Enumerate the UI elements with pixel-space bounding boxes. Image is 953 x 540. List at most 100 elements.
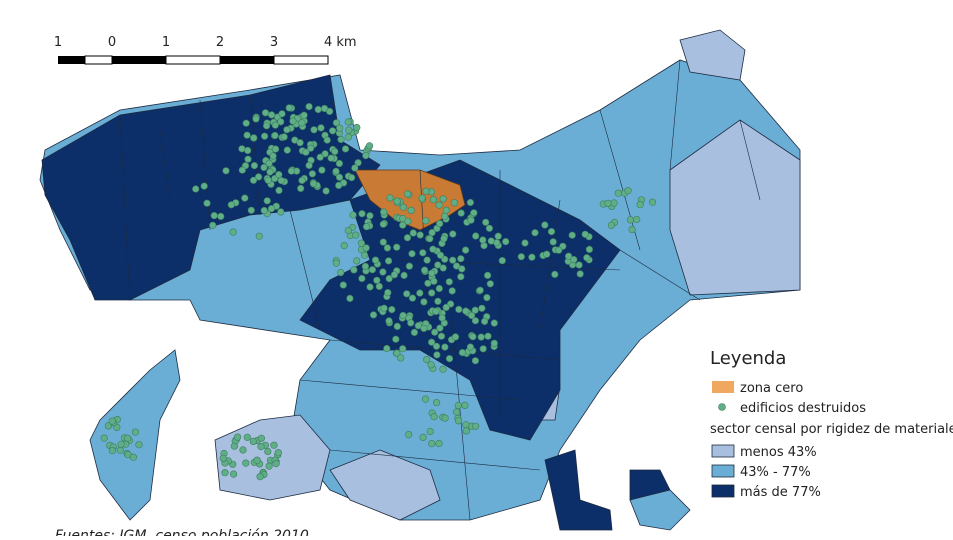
building-dot (392, 335, 400, 343)
building-dot (203, 199, 211, 207)
building-dot (272, 460, 280, 468)
building-dot (362, 244, 370, 252)
building-dot (440, 235, 448, 243)
tract-area (299, 159, 621, 441)
building-dot (345, 126, 353, 134)
building-dot (283, 126, 291, 134)
tract-area (679, 29, 746, 81)
building-dot (502, 238, 510, 246)
building-dot (442, 303, 450, 312)
building-dot (108, 417, 116, 425)
building-dot (449, 256, 457, 264)
building-dot (100, 434, 108, 442)
building-dot (268, 111, 276, 119)
building-dot (239, 446, 247, 454)
scale-segment (165, 55, 221, 65)
legend-swatch (711, 464, 735, 478)
building-dot (435, 439, 443, 448)
building-dot (472, 422, 480, 430)
building-dot (329, 127, 337, 135)
legend-swatch (711, 444, 735, 458)
building-dot (277, 177, 285, 185)
building-dot (219, 454, 227, 462)
building-dot (353, 257, 361, 265)
building-dot (361, 262, 370, 271)
building-dot (221, 469, 229, 477)
building-dot (269, 152, 277, 160)
building-dot (263, 122, 271, 130)
building-dot (331, 147, 339, 156)
building-dot (543, 250, 551, 258)
building-dot (432, 342, 441, 350)
building-dot (352, 231, 360, 239)
building-dot (429, 245, 437, 253)
building-dot (280, 133, 288, 141)
building-dot (318, 166, 326, 174)
building-dot (323, 136, 331, 144)
legend: Leyenda zona cero edificios destruidos s… (710, 348, 953, 500)
building-dot (390, 271, 399, 279)
building-dot (385, 257, 393, 265)
building-dot (327, 154, 335, 162)
building-dot (457, 255, 465, 263)
building-dot (547, 228, 556, 236)
building-dot (624, 187, 632, 195)
building-dot (116, 446, 124, 454)
building-dot (244, 155, 252, 163)
scale-bar: 1 0 1 2 3 4 km (54, 35, 357, 65)
building-dot (308, 170, 317, 178)
building-dot (363, 223, 371, 231)
building-dot (397, 354, 405, 362)
building-dot (575, 261, 583, 269)
building-dot (371, 256, 380, 264)
building-dot (648, 198, 657, 206)
building-dot (298, 176, 306, 184)
building-dot (407, 319, 415, 327)
legend-label: más de 77% (740, 485, 821, 500)
tract-area (544, 449, 613, 531)
building-dot (341, 145, 350, 153)
building-dot (633, 215, 641, 224)
scale-label: 3 (270, 35, 278, 50)
scale-segment (273, 55, 329, 65)
building-dot (494, 232, 502, 240)
building-dot (399, 203, 407, 211)
building-dot (451, 333, 460, 341)
building-dot (427, 361, 435, 369)
scale-label: 0 (108, 35, 116, 50)
building-dot (485, 224, 494, 232)
building-dot (271, 131, 279, 140)
building-dot (408, 250, 416, 258)
building-dot (422, 187, 430, 195)
destroyed-buildings (100, 102, 657, 481)
building-dot (108, 447, 116, 455)
building-dot (416, 231, 424, 239)
building-dot (344, 133, 352, 141)
building-dot (419, 249, 427, 257)
building-dot (277, 118, 285, 126)
building-dot (479, 236, 487, 244)
building-dot (298, 119, 306, 127)
building-dot (585, 245, 594, 253)
building-dot (310, 126, 318, 134)
building-dot (393, 322, 401, 331)
building-dot (264, 447, 272, 456)
building-dot (541, 221, 549, 229)
building-dot (365, 142, 374, 150)
building-dot (383, 344, 391, 353)
building-dot (243, 131, 251, 139)
building-dot (438, 314, 446, 322)
building-dot (296, 139, 304, 147)
building-dot (200, 182, 208, 190)
building-dot (229, 228, 237, 236)
building-dot (321, 150, 329, 158)
building-dot (354, 159, 362, 167)
building-dot (362, 152, 370, 160)
building-dot (227, 201, 235, 209)
building-dot (399, 311, 407, 320)
building-dot (422, 217, 430, 225)
building-dot (234, 433, 242, 441)
building-dot (383, 244, 392, 252)
building-dot (476, 286, 484, 294)
building-dot (436, 220, 444, 228)
